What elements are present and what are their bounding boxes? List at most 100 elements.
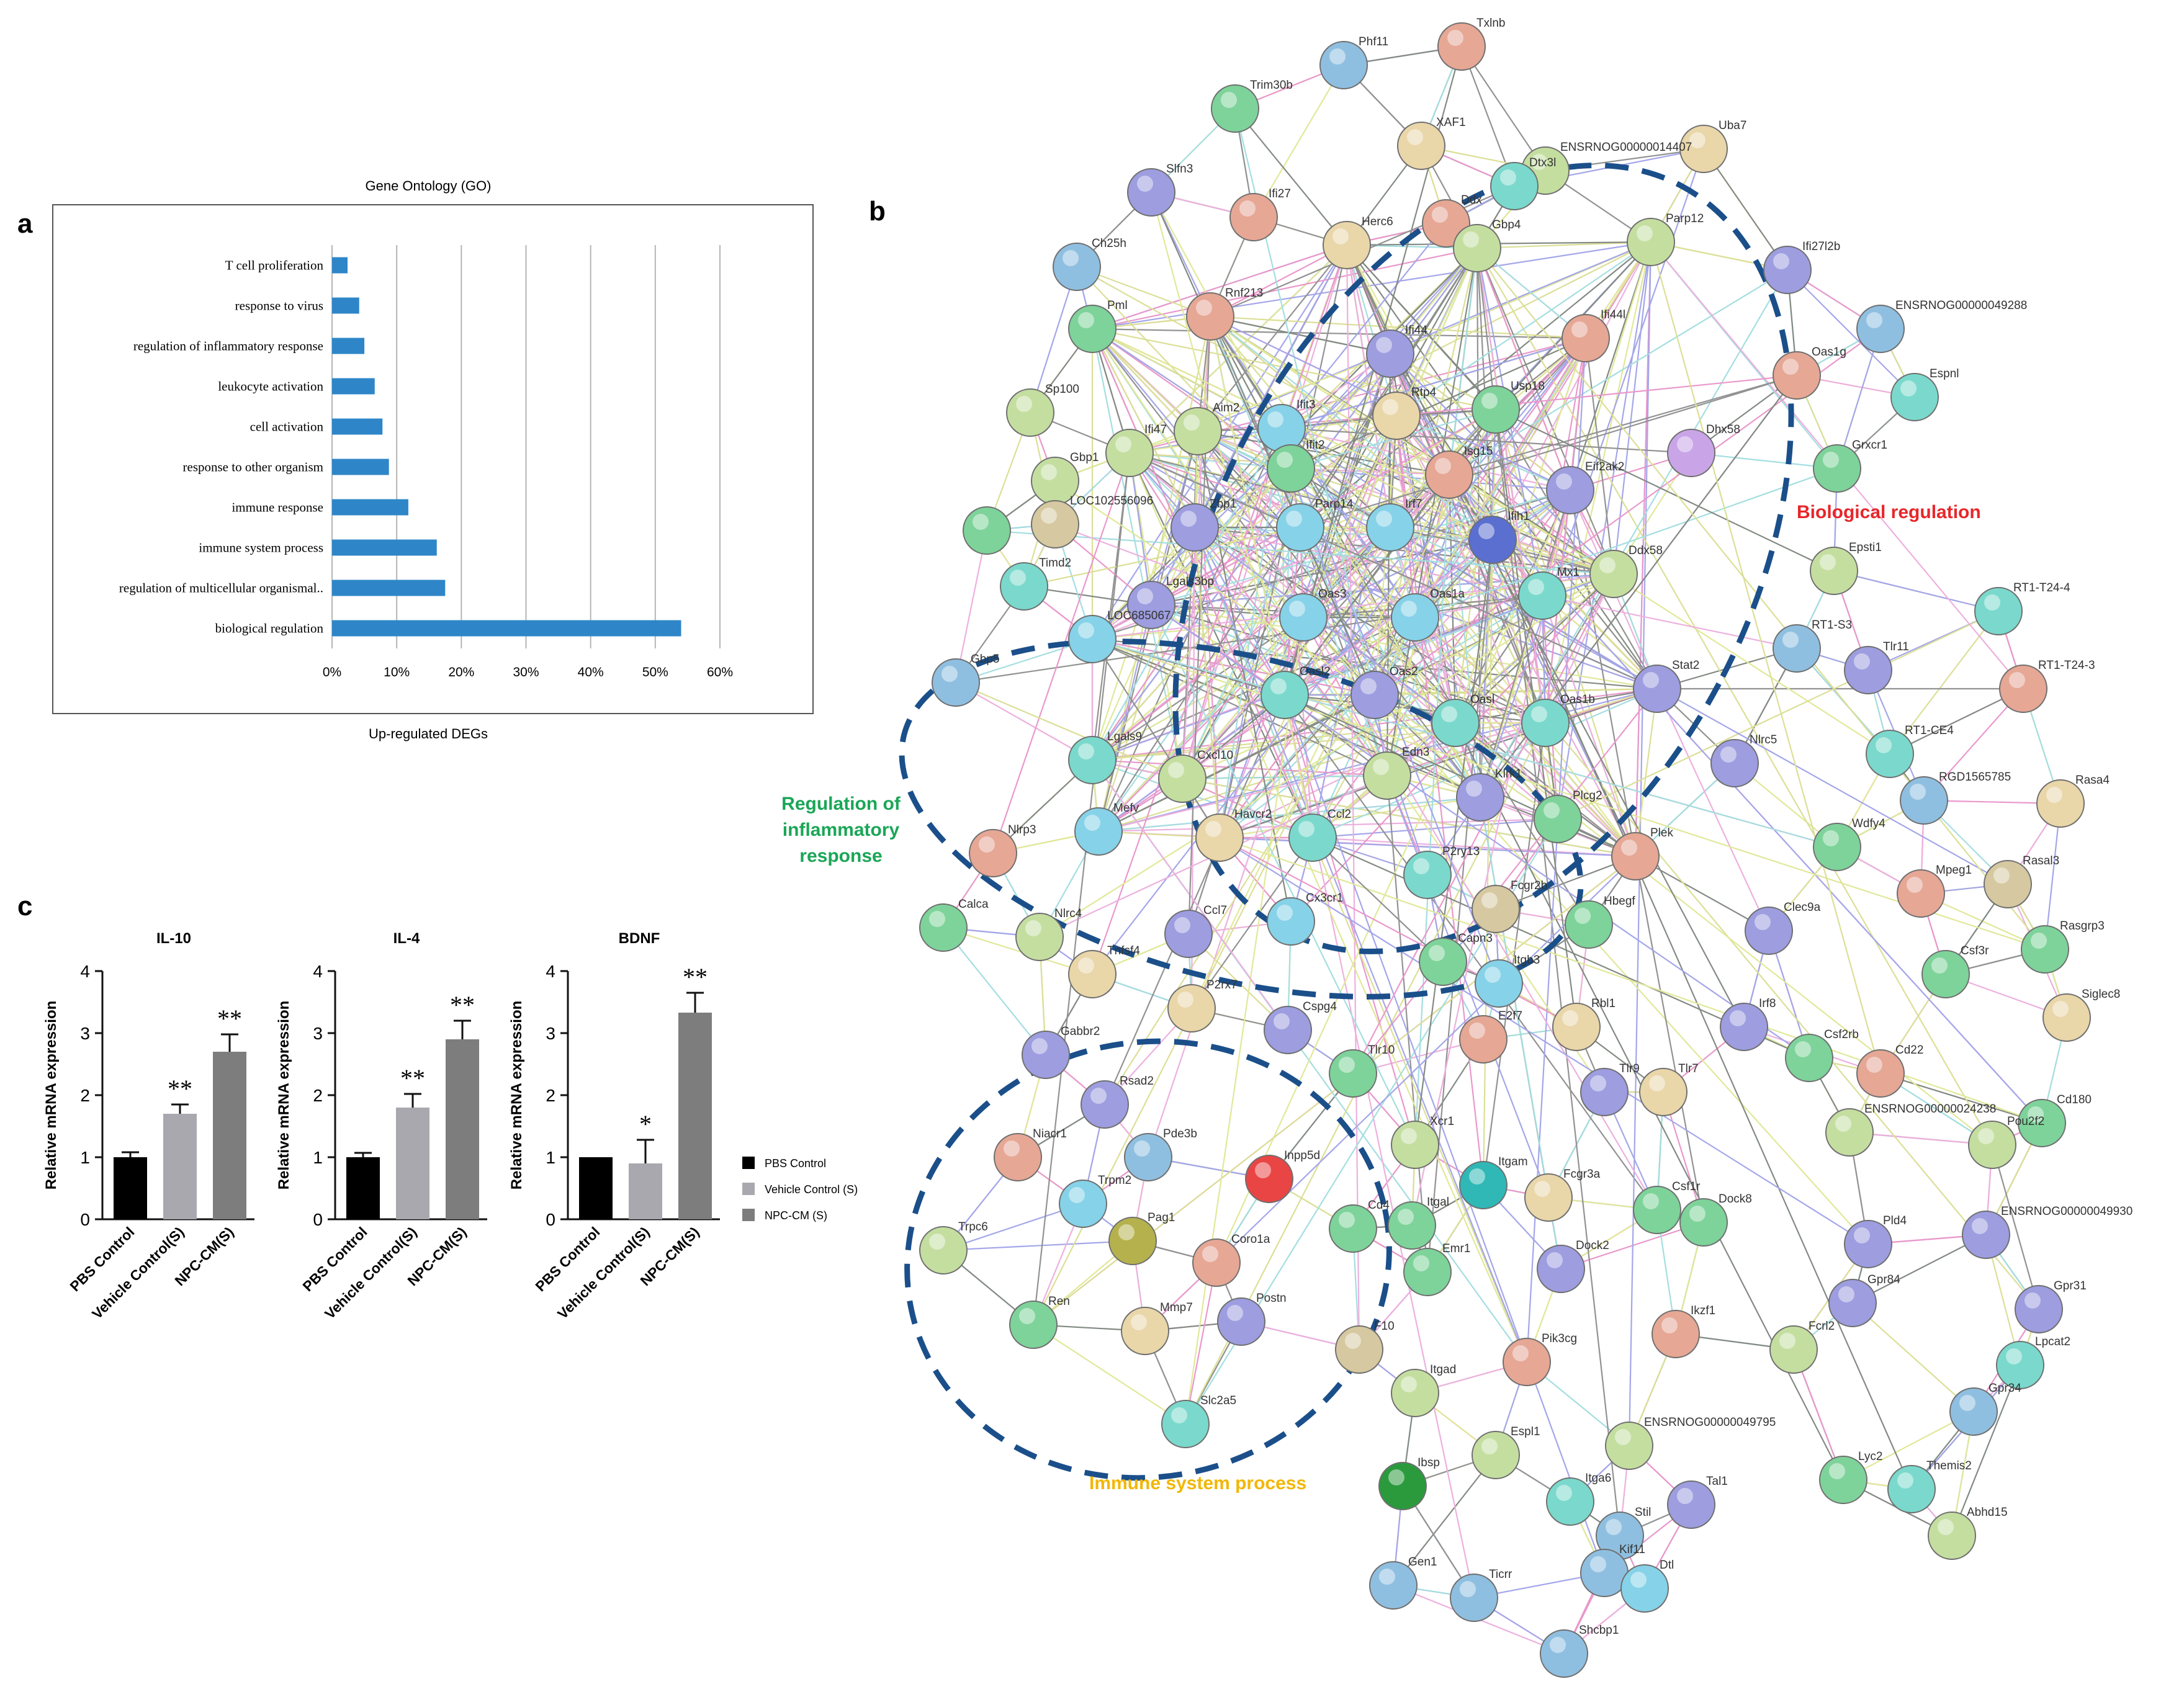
network-node-highlight <box>1274 1013 1290 1029</box>
network-node-label: Pik3cg <box>1542 1332 1577 1345</box>
network-edge <box>1374 573 1614 696</box>
network-edge <box>1352 573 1614 1074</box>
network-node <box>1521 699 1570 747</box>
network-node-label: ENSRNOG00000049288 <box>1895 299 2027 312</box>
network-node-highlight <box>1615 1429 1631 1445</box>
chart-c-significance: ** <box>683 963 708 991</box>
network-node-highlight <box>1202 1246 1218 1262</box>
network-edge <box>1396 241 1651 416</box>
network-edge <box>1092 638 1183 779</box>
network-node <box>1068 615 1117 663</box>
network-edge <box>1210 316 1493 540</box>
chart-c-title: BDNF <box>619 930 660 947</box>
chart-a-xtick: 50% <box>642 665 668 679</box>
network-edge <box>1092 759 1313 839</box>
network-edge <box>943 1240 1133 1252</box>
network-edge <box>1092 338 1586 975</box>
chart-c-category-label: Vehicle Control(S) <box>321 1224 420 1322</box>
network-node-label: Kif11 <box>1619 1543 1645 1556</box>
network-node-highlight <box>1907 877 1923 893</box>
network-edge <box>1234 108 1347 246</box>
chart-a-xtick: 60% <box>707 665 733 679</box>
network-node <box>1928 1512 1976 1560</box>
network-node-highlight <box>1606 1519 1622 1535</box>
chart-a-category-label: regulation of inflammatory response <box>133 339 323 354</box>
network-node <box>1773 624 1821 673</box>
network-node-label: Ikzf1 <box>1691 1304 1715 1317</box>
network-node-highlight <box>1463 231 1479 248</box>
network-node-label: ENSRNOG00000049795 <box>1644 1416 1776 1429</box>
network-edge <box>1634 688 1658 857</box>
network-edge <box>1147 415 1398 1158</box>
network-node-highlight <box>1382 399 1398 415</box>
network-edge <box>1635 856 1769 931</box>
network-node <box>1819 1456 1867 1504</box>
network-node <box>1667 1480 1715 1529</box>
network-edge <box>1181 431 1199 779</box>
network-edge <box>1197 431 1658 1211</box>
network-node <box>1639 1068 1687 1116</box>
network-node <box>1856 305 1905 353</box>
network-node <box>1813 823 1861 871</box>
network-node-highlight <box>1621 840 1637 856</box>
chart-c-ytick-label: 0 <box>80 1210 90 1229</box>
network-node <box>1022 1031 1070 1079</box>
network-edge <box>1092 328 1496 411</box>
network-node-highlight <box>1531 154 1547 170</box>
network-node-label: Stil <box>1635 1506 1651 1519</box>
network-node-label: Fcgr2b <box>1511 879 1547 892</box>
network-node-highlight <box>1571 321 1588 338</box>
network-node-highlight <box>1643 672 1659 688</box>
network-node <box>1372 392 1421 440</box>
network-node <box>1068 950 1117 998</box>
region-label-immune: Immune system process <box>1089 1473 1306 1494</box>
chart-c-ylabel: Relative mRNA expression <box>276 1001 292 1190</box>
network-node-label: Itga6 <box>1585 1472 1611 1485</box>
chart-a-frame <box>52 204 814 714</box>
network-edge <box>1569 241 1652 491</box>
network-node-highlight <box>1993 867 2010 884</box>
network-edge <box>1092 248 1478 761</box>
network-node <box>932 658 980 707</box>
legend-label: NPC-CM (S) <box>765 1209 827 1222</box>
network-edge <box>1219 837 1869 1245</box>
network-node-label: Espnl <box>1930 367 1959 380</box>
network-node-highlight <box>1512 1345 1529 1361</box>
network-edge <box>1476 241 1651 249</box>
network-node-label: Emr1 <box>1442 1242 1470 1255</box>
network-node <box>1059 1180 1107 1228</box>
network-node <box>1984 860 2032 908</box>
network-node-highlight <box>1959 1395 1975 1411</box>
network-edge <box>1092 328 1614 575</box>
network-edge <box>1197 431 1543 596</box>
network-node <box>1580 1068 1629 1116</box>
network-edge <box>1290 467 1614 575</box>
network-edge <box>1449 474 1745 1028</box>
network-edge <box>1092 328 1195 528</box>
network-node-highlight <box>2052 1001 2069 1017</box>
chart-c-ytick-label: 3 <box>313 1024 323 1043</box>
network-node-label: Slc2a5 <box>1200 1394 1236 1407</box>
network-node-label: XAF1 <box>1436 116 1466 129</box>
network-node <box>1127 168 1175 217</box>
network-node-label: Mx1 <box>1557 566 1580 579</box>
network-node-label: Cxcl10 <box>1197 749 1233 762</box>
chart-a-xtick: 30% <box>513 665 539 679</box>
network-node-label: Tlr11 <box>1883 640 1909 653</box>
network-edge <box>1281 223 1447 429</box>
network-edge <box>1029 266 1078 413</box>
network-node <box>1472 885 1520 933</box>
network-node-highlight <box>1137 588 1153 604</box>
network-edge <box>1219 796 1481 839</box>
network-node-label: Parp14 <box>1315 498 1354 511</box>
network-node <box>1127 581 1175 629</box>
network-node-label: Wdfy4 <box>1852 817 1885 830</box>
chart-c-significance: * <box>639 1110 652 1138</box>
chart-a-xtick: 0% <box>323 665 341 679</box>
network-node <box>1211 84 1259 133</box>
network-node-highlight <box>929 1234 945 1250</box>
network-edge <box>1544 338 1587 723</box>
network-node-label: Gbp5 <box>971 653 999 666</box>
network-node-label: Trim30b <box>1250 79 1293 92</box>
network-node-highlight <box>1388 1469 1404 1485</box>
